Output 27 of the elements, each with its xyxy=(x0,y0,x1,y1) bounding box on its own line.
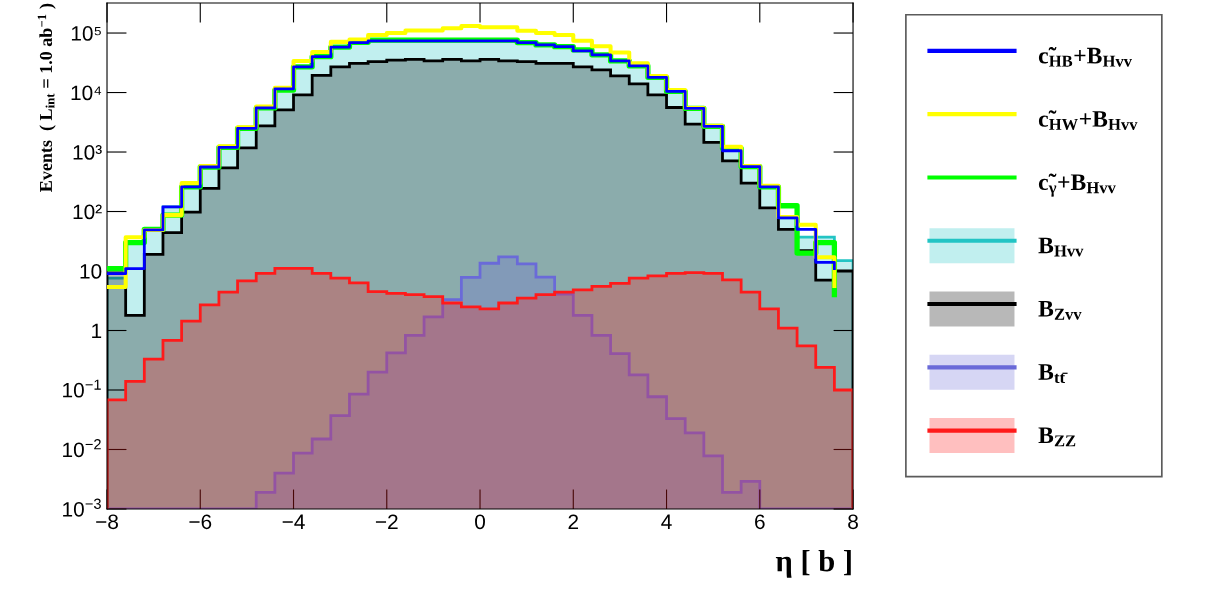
y-tick-label: 10⁵ xyxy=(71,26,101,41)
legend-label: c̃$_{HW}$+B$_{Hvv}$ xyxy=(1038,110,1138,131)
y-tick-label: 10$^{−3}$ xyxy=(63,498,101,517)
y-tick-label: 10² xyxy=(73,204,102,220)
y-tick-label: 1 xyxy=(92,323,102,339)
x-tick-label: 4 xyxy=(661,514,672,529)
legend-label: B$_{Hvv}$ xyxy=(1038,237,1084,257)
legend-label: B$_{Zvv}$ xyxy=(1038,300,1082,320)
x-tick-label: −4 xyxy=(282,514,305,529)
x-tick-label: 0 xyxy=(475,514,486,530)
legend-label: B$_{ZZ}$ xyxy=(1038,427,1076,447)
x-tick-label: −8 xyxy=(96,514,118,530)
x-axis-title: η [ b ] xyxy=(775,549,851,578)
x-tick-label: 8 xyxy=(848,514,858,530)
y-tick-label: 10⁴ xyxy=(71,85,102,101)
x-tick-label: 2 xyxy=(568,514,579,529)
legend-label: B$_{tt̄}$ xyxy=(1038,364,1068,384)
legend-label: c̃$_{HB}$+B$_{Hvv}$ xyxy=(1038,46,1132,67)
y-tick-label: 10 xyxy=(80,264,102,279)
y-tick-label: 10$^{−1}$ xyxy=(63,379,101,398)
y-axis-title: Events ( L$_{int}$ = 1.0 ab$^{−1}$ ) xyxy=(37,3,56,192)
y-tick-label: 10³ xyxy=(73,145,102,160)
x-tick-label: −6 xyxy=(189,514,212,530)
x-tick-label: 6 xyxy=(755,514,765,530)
x-tick-label: −2 xyxy=(375,514,398,529)
legend-label: c̃$_{γ}$+B$_{Hvv}$ xyxy=(1038,173,1116,197)
y-tick-label: 10$^{−2}$ xyxy=(63,439,101,458)
